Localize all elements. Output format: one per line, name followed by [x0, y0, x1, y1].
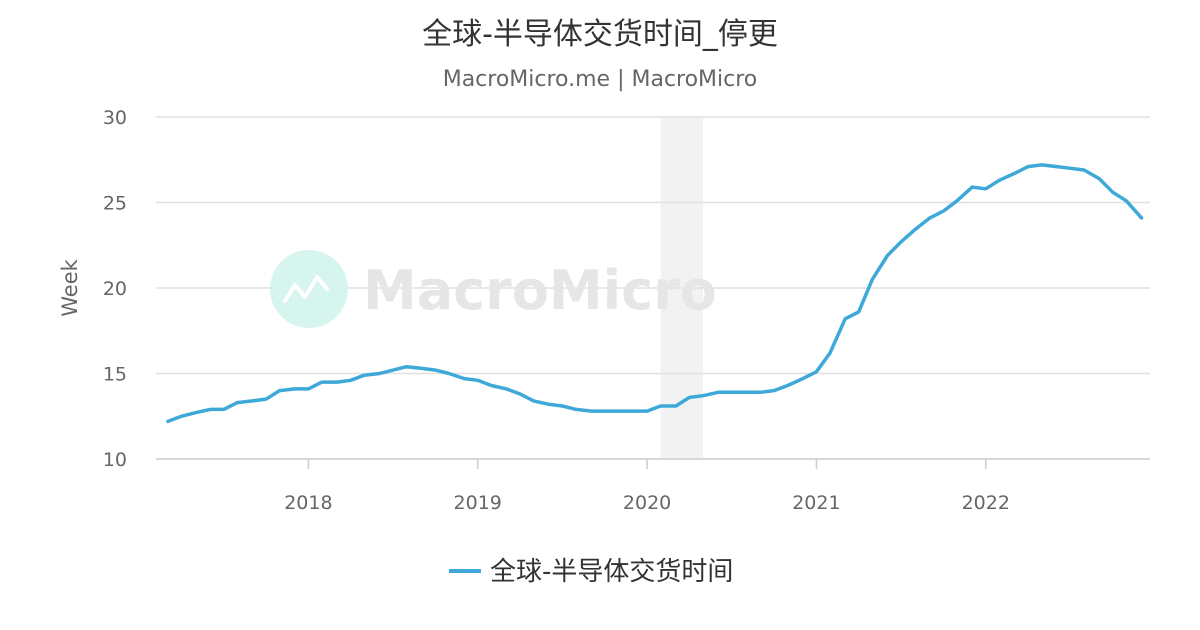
x-axis-ticks: 2018 2019 2020 2021 2022: [284, 459, 1010, 514]
chart-subtitle: MacroMicro.me | MacroMicro: [443, 67, 758, 92]
watermark-chart-icon: [283, 275, 329, 303]
y-axis-ticks: 10 15 20 25 30: [103, 107, 127, 471]
x-tick-label: 2021: [792, 492, 840, 514]
y-axis-title: Week: [58, 258, 82, 316]
x-tick-label: 2022: [962, 492, 1010, 514]
y-tick-label: 25: [103, 193, 127, 215]
x-tick-label: 2020: [623, 492, 671, 514]
watermark-text: MacroMicro: [363, 259, 717, 322]
y-tick-label: 10: [103, 449, 127, 471]
x-tick-label: 2019: [454, 492, 502, 514]
legend-label: 全球-半导体交货时间: [490, 557, 733, 587]
series-line[interactable]: [166, 163, 1144, 424]
y-tick-label: 20: [103, 278, 127, 300]
chart-title: 全球-半导体交货时间_停更: [422, 17, 778, 52]
y-tick-label: 30: [103, 107, 127, 129]
series-layer: [166, 163, 1144, 424]
y-tick-label: 15: [103, 364, 127, 386]
watermark: MacroMicro: [270, 250, 717, 328]
x-tick-label: 2018: [284, 492, 332, 514]
legend[interactable]: 全球-半导体交货时间: [449, 557, 733, 587]
